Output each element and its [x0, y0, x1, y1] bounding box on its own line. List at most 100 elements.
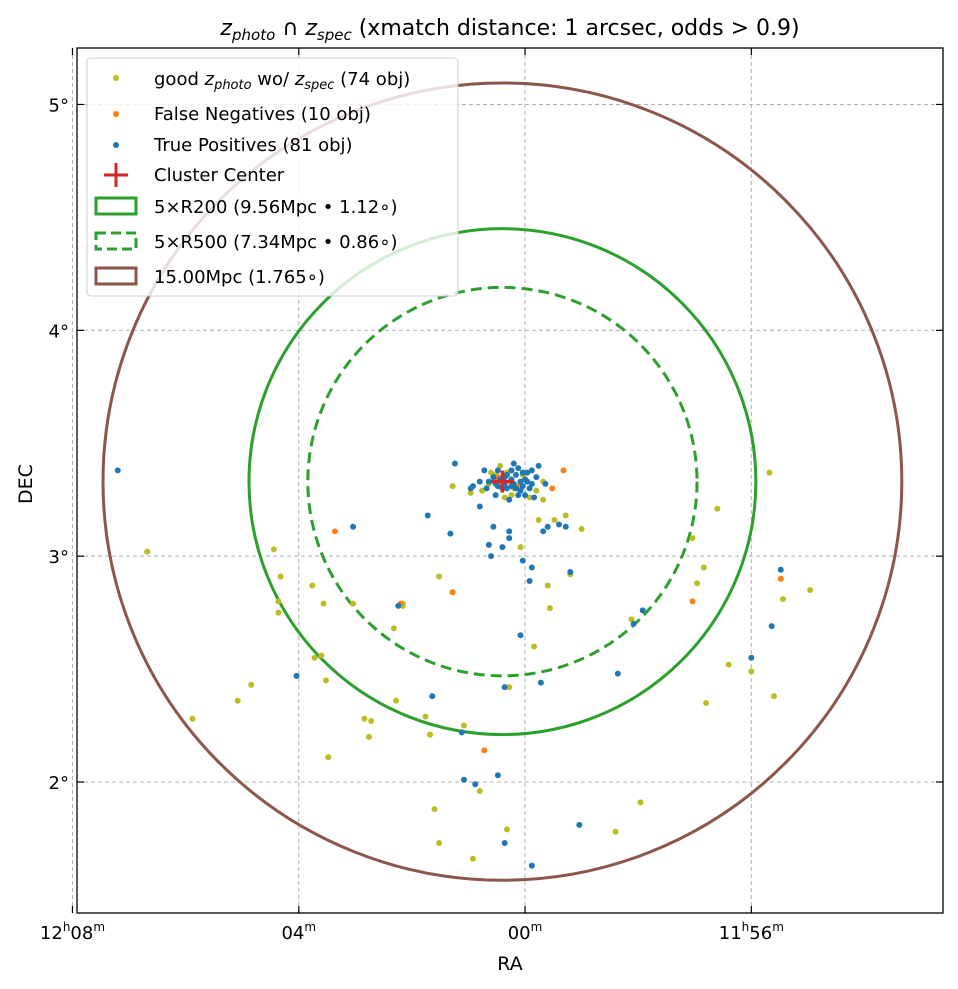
point-tp: [503, 485, 510, 492]
point-good: [780, 596, 787, 603]
point-tp: [481, 467, 488, 474]
point-tp: [451, 460, 458, 467]
point-good: [270, 546, 277, 553]
point-good: [497, 462, 504, 469]
point-tp: [524, 469, 531, 476]
point-tp: [494, 772, 501, 779]
point-good: [393, 697, 400, 704]
point-tp: [476, 503, 483, 510]
point-tp: [499, 544, 506, 551]
legend-box: [86, 57, 459, 297]
point-tp: [508, 483, 515, 490]
point-tp: [460, 776, 467, 783]
circle-r200: [247, 227, 758, 737]
point-tp: [395, 602, 402, 609]
point-good: [637, 799, 644, 806]
point-tp: [639, 607, 646, 614]
point-tp: [494, 467, 501, 474]
point-tp: [467, 485, 474, 492]
legend-marker-15mpc: [94, 266, 138, 286]
y-tick-label: 5°: [49, 95, 69, 116]
point-tp: [528, 467, 535, 474]
point-tp: [517, 632, 524, 639]
point-tp: [490, 523, 497, 530]
point-tp: [562, 523, 569, 530]
point-good: [390, 625, 397, 632]
legend-marker-good: [113, 75, 119, 81]
point-tp: [515, 492, 522, 499]
point-good: [361, 715, 368, 722]
point-tp: [531, 494, 538, 501]
point-tp: [114, 467, 121, 474]
y-tick-label: 3°: [49, 547, 69, 568]
chart-title: zphoto ∩ zspec (xmatch distance: 1 arcse…: [219, 16, 799, 44]
point-tp: [535, 462, 542, 469]
x-tick-label: 04m: [281, 920, 316, 944]
point-tp: [506, 535, 513, 542]
legend-label-good: good zphoto wo/ zspec (74 obj): [154, 69, 410, 93]
point-tp: [630, 620, 637, 627]
point-tp: [528, 862, 535, 869]
point-good: [770, 693, 777, 700]
point-good: [562, 512, 569, 519]
point-fn: [777, 575, 784, 582]
point-tp: [542, 480, 549, 487]
legend-marker-true-positives: [113, 142, 119, 148]
point-good: [612, 828, 619, 835]
axes-frame: [76, 47, 944, 914]
point-good: [368, 718, 375, 725]
point-good: [275, 609, 282, 616]
point-tp: [458, 729, 465, 736]
point-tp: [777, 566, 784, 573]
point-tp: [485, 478, 492, 485]
point-tp: [485, 541, 492, 548]
x-tick-label: 12h08m: [40, 920, 105, 944]
point-good: [748, 668, 755, 675]
y-axis-label: DEC: [15, 464, 37, 504]
point-good: [470, 855, 477, 862]
point-good: [488, 469, 495, 476]
point-tp: [501, 839, 508, 846]
point-tp: [293, 672, 300, 679]
point-good: [506, 684, 513, 691]
point-tp: [510, 460, 517, 467]
point-good: [277, 573, 284, 580]
legend-marker-false-negatives: [113, 111, 119, 117]
point-good: [535, 517, 542, 524]
point-fn: [449, 589, 456, 596]
x-axis-label: RA: [497, 953, 522, 975]
point-good: [517, 544, 524, 551]
point-good: [320, 600, 327, 607]
point-good: [766, 469, 773, 476]
point-tp: [506, 496, 513, 503]
point-tp: [472, 781, 479, 788]
legend-label-15mpc: 15.00Mpc (1.765∘): [154, 267, 325, 288]
point-good: [479, 487, 486, 494]
point-tp: [537, 679, 544, 686]
point-good: [546, 605, 553, 612]
point-good: [427, 731, 434, 738]
point-tp: [555, 521, 562, 528]
point-tp: [490, 474, 497, 481]
point-good: [144, 548, 151, 555]
point-good: [551, 517, 558, 524]
point-tp: [533, 474, 540, 481]
point-tp: [483, 485, 490, 492]
point-good: [703, 699, 710, 706]
point-tp: [768, 623, 775, 630]
point-good: [431, 806, 438, 813]
point-tp: [614, 670, 621, 677]
point-tp: [526, 578, 533, 585]
point-tp: [506, 528, 513, 535]
point-tp: [519, 469, 526, 476]
point-tp: [517, 478, 524, 485]
point-good: [309, 582, 316, 589]
point-good: [501, 494, 508, 501]
point-good: [578, 526, 585, 533]
circle-mpc: [101, 81, 904, 882]
point-good: [422, 713, 429, 720]
point-tp: [503, 471, 510, 478]
point-good: [725, 661, 732, 668]
point-tp: [519, 557, 526, 564]
